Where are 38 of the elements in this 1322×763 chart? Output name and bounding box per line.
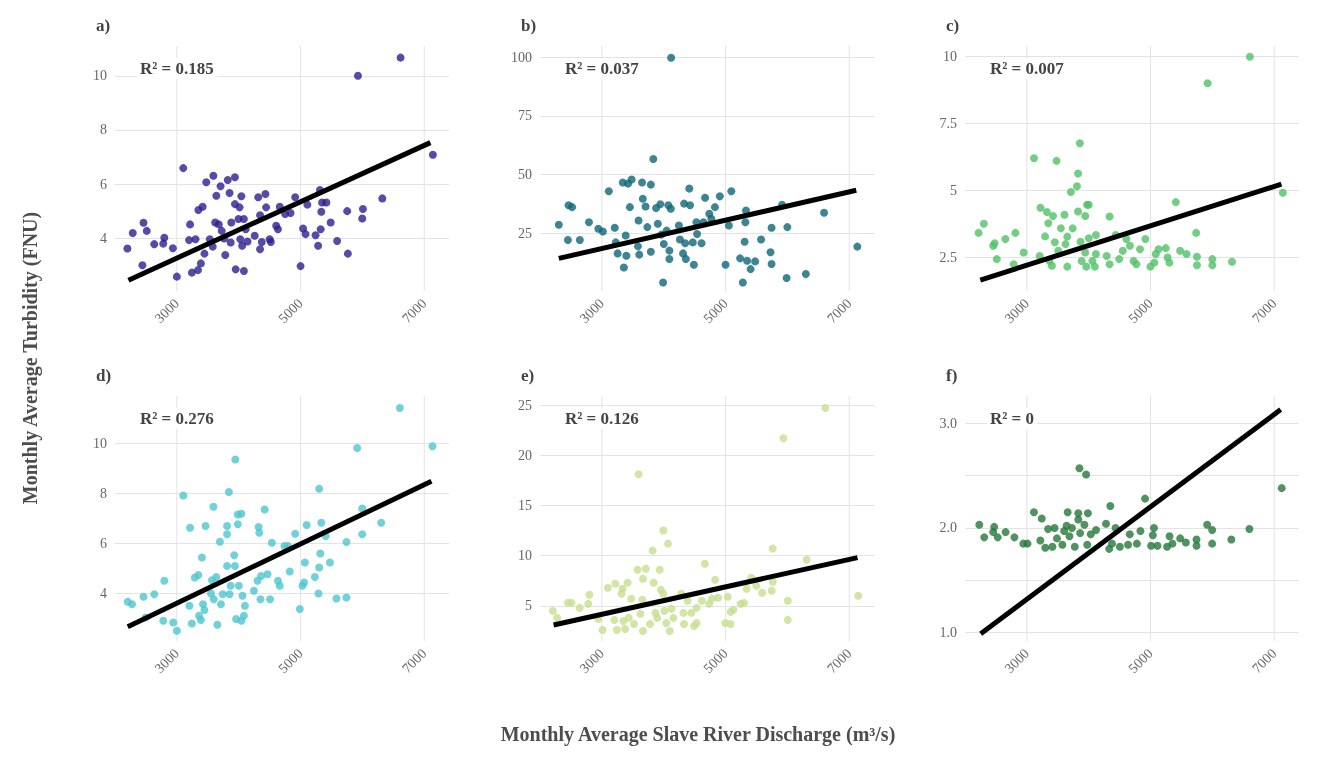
y-tick-label: 10 [93, 436, 107, 451]
annotation: R² = 0 [990, 409, 1035, 428]
y-tick-label: 25 [518, 397, 532, 413]
y-tick-label: 8 [100, 122, 107, 138]
y-tick-label: 4 [100, 586, 107, 601]
y-tick-label: 75 [518, 108, 532, 124]
y-tick-label: 20 [518, 447, 532, 463]
y-tick-label: 6 [100, 176, 107, 192]
chart-title: a) [96, 16, 111, 35]
y-axis-title: Monthly Average Turbidity (FNU) [18, 211, 42, 505]
y-tick-label: 2.0 [939, 520, 957, 536]
y-tick-label: 15 [518, 497, 532, 513]
chart-title: f) [946, 366, 958, 385]
y-tick-label: 25 [518, 225, 532, 241]
annotation: R² = 0.126 [565, 409, 639, 428]
annotation: R² = 0.276 [140, 409, 214, 428]
y-tick-label: 4 [100, 230, 107, 246]
chart-title: b) [521, 16, 537, 35]
x-axis-title: Monthly Average Slave River Discharge (m³/s) [500, 722, 896, 746]
chart-title: c) [946, 16, 960, 35]
y-tick-label: 10 [93, 68, 107, 84]
annotation: R² = 0.007 [990, 59, 1065, 78]
y-tick-label: 3.0 [939, 415, 957, 431]
y-tick-label: 100 [511, 49, 532, 65]
y-tick-label: 5 [525, 598, 532, 614]
y-tick-label: 10 [518, 548, 532, 564]
y-tick-label: 2.5 [939, 250, 957, 266]
y-tick-label: 50 [518, 166, 532, 182]
y-tick-label: 6 [100, 536, 107, 551]
annotation: R² = 0.037 [565, 59, 640, 78]
chart-title: d) [96, 366, 112, 385]
y-tick-label: 1.0 [939, 625, 957, 641]
y-tick-label: 10 [943, 49, 957, 65]
chart-title: e) [521, 366, 535, 385]
annotation: R² = 0.185 [140, 59, 214, 78]
y-tick-label: 5 [950, 183, 957, 199]
y-tick-label: 8 [100, 486, 107, 501]
y-tick-label: 7.5 [939, 116, 957, 132]
